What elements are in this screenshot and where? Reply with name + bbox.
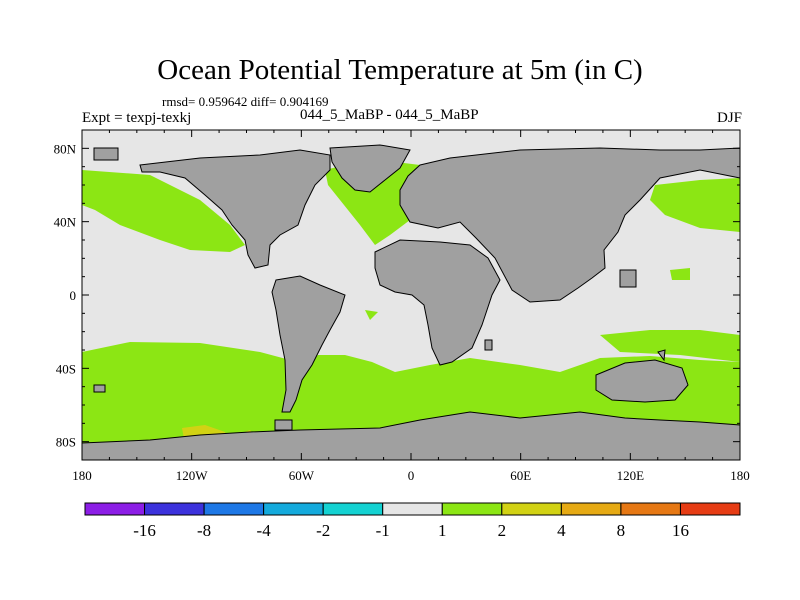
chart-title: Ocean Potential Temperature at 5m (in C) xyxy=(157,54,643,86)
anomaly-north-pacific xyxy=(82,170,245,252)
anomaly-patch-1 xyxy=(365,310,378,320)
colorbar-label: 1 xyxy=(438,521,447,540)
x-tick-label: 60W xyxy=(289,468,315,483)
colorbar-swatch xyxy=(144,502,205,516)
colorbar-label: -16 xyxy=(133,521,156,540)
experiment-label: Expt = texpj-texkj xyxy=(82,110,192,126)
y-tick-label: 40N xyxy=(54,215,77,230)
colorbar: -16 -8 -4 -2 -1 1 2 4 8 16 xyxy=(84,502,741,540)
stats-label: rmsd= 0.959642 diff= 0.904169 xyxy=(162,94,329,109)
x-tick-label: 180 xyxy=(72,468,92,483)
colorbar-swatch xyxy=(620,502,681,516)
colorbar-swatch xyxy=(501,502,562,516)
colorbar-label: -4 xyxy=(257,521,272,540)
x-tick-label: 60E xyxy=(510,468,531,483)
anomaly-indian-ocean xyxy=(600,330,740,362)
land-island-6 xyxy=(484,339,493,351)
y-tick-label: 40S xyxy=(56,361,76,376)
land-australia xyxy=(595,359,689,403)
land-island-3 xyxy=(657,349,666,362)
land-island-5 xyxy=(274,419,293,431)
land-greenland xyxy=(329,144,411,193)
colorbar-swatch xyxy=(382,502,443,516)
colorbar-label: -2 xyxy=(316,521,330,540)
subtitle-label: 044_5_MaBP - 044_5_MaBP xyxy=(300,107,479,123)
colorbar-label: -1 xyxy=(376,521,390,540)
y-tick-label: 80N xyxy=(54,141,77,156)
land-island-1 xyxy=(619,269,637,288)
colorbar-swatch xyxy=(441,502,503,516)
anomaly-east-pacific xyxy=(650,178,740,232)
axis-ticks: 180 120W 60W 0 60E 120E 180 80N 40N 0 40S 80S xyxy=(54,130,750,483)
y-tick-label: 80S xyxy=(56,435,76,450)
land-island-2 xyxy=(93,147,119,161)
land-north-america xyxy=(139,149,331,269)
x-tick-label: 180 xyxy=(730,468,750,483)
colorbar-swatch xyxy=(322,502,384,516)
land-africa xyxy=(374,239,501,366)
colorbar-label: -8 xyxy=(197,521,211,540)
colorbar-label: 4 xyxy=(557,521,566,540)
x-tick-label: 0 xyxy=(408,468,415,483)
land-south-america xyxy=(271,275,346,413)
colorbar-swatch xyxy=(84,502,146,516)
land-island-4 xyxy=(93,384,106,393)
colorbar-label: 8 xyxy=(617,521,626,540)
land-masses xyxy=(81,144,741,461)
colorbar-swatch xyxy=(203,502,265,516)
colorbar-swatch xyxy=(263,502,324,516)
season-label: DJF xyxy=(716,110,742,126)
colorbar-swatch xyxy=(560,502,622,516)
x-tick-label: 120E xyxy=(617,468,645,483)
land-eurasia xyxy=(399,147,741,303)
y-tick-label: 0 xyxy=(70,288,77,303)
colorbar-swatch xyxy=(679,502,741,516)
anomaly-patch-2 xyxy=(670,268,690,280)
colorbar-label: 2 xyxy=(498,521,507,540)
x-tick-label: 120W xyxy=(176,468,209,483)
colorbar-label: 16 xyxy=(672,521,689,540)
